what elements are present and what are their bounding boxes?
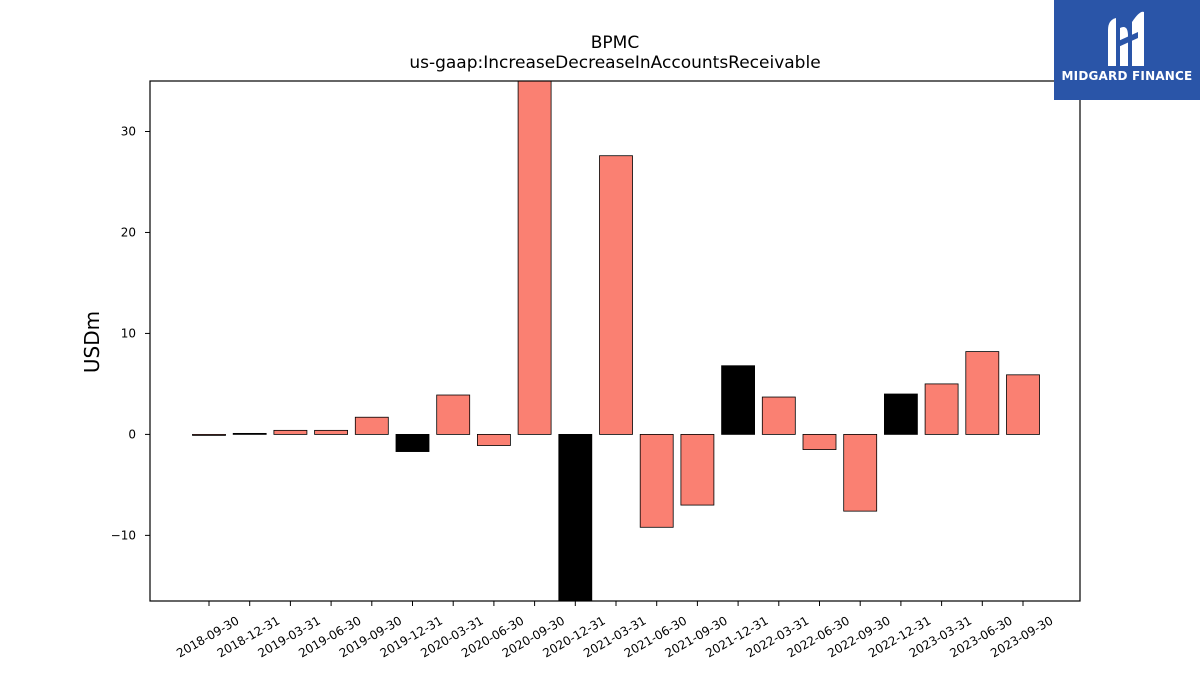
x-axis: 2018-09-302018-12-312019-03-312019-06-30… <box>174 601 1056 660</box>
bar-2019-09-30 <box>354 416 389 435</box>
bar-2022-03-31 <box>761 396 796 435</box>
plot-frame <box>149 80 1081 602</box>
bar-2021-09-30 <box>680 433 715 506</box>
midgard-finance-logo: MIDGARD FINANCE <box>1054 0 1200 100</box>
bar-2023-06-30 <box>965 351 1000 435</box>
y-tick-label: 20 <box>121 225 136 239</box>
y-tick-label: −10 <box>111 528 136 542</box>
bar-2021-12-31 <box>721 365 755 435</box>
bar-2022-09-30 <box>843 433 878 512</box>
bar-2022-06-30 <box>802 433 837 450</box>
logo-text: MIDGARD FINANCE <box>1061 69 1193 83</box>
bar-2022-12-31 <box>884 393 918 435</box>
bar-2021-03-31 <box>599 155 633 435</box>
bar-2020-03-31 <box>436 394 471 435</box>
bar-2021-06-30 <box>639 433 674 528</box>
bar-2018-09-30 <box>192 433 226 436</box>
bar-2023-09-30 <box>1006 374 1040 435</box>
bar-2019-06-30 <box>314 429 349 435</box>
y-tick-label: 10 <box>121 326 136 340</box>
y-tick-label: 30 <box>121 124 136 138</box>
bar-2019-03-31 <box>273 429 308 435</box>
bar-2018-12-31 <box>232 432 267 435</box>
bar-2020-06-30 <box>476 433 511 446</box>
bar-2019-12-31 <box>395 433 430 452</box>
bar-2023-03-31 <box>924 383 959 435</box>
bar-2020-12-31 <box>558 433 593 602</box>
y-axis-label: USDm <box>80 311 104 373</box>
bar-2020-09-30 <box>517 80 552 435</box>
chart-subtitle: us-gaap:IncreaseDecreaseInAccountsReceiv… <box>409 53 820 73</box>
bars-group <box>192 80 1040 602</box>
y-tick-label: 0 <box>128 427 136 441</box>
y-axis: −10 0 10 20 30 <box>111 124 150 542</box>
logo-mark-icon <box>1108 11 1144 66</box>
chart-title: BPMC <box>591 33 639 53</box>
